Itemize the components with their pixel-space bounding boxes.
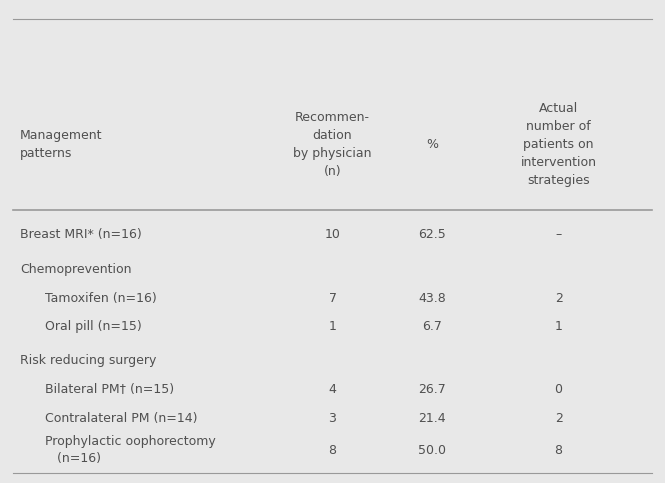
Text: –: – bbox=[555, 228, 562, 241]
Text: 62.5: 62.5 bbox=[418, 228, 446, 241]
Text: 0: 0 bbox=[555, 384, 563, 396]
Text: 21.4: 21.4 bbox=[418, 412, 446, 425]
Text: 10: 10 bbox=[325, 228, 340, 241]
Text: Actual
number of
patients on
intervention
strategies: Actual number of patients on interventio… bbox=[521, 102, 597, 187]
Text: Breast MRI* (n=16): Breast MRI* (n=16) bbox=[20, 228, 142, 241]
Text: 1: 1 bbox=[555, 321, 563, 333]
Text: 2: 2 bbox=[555, 412, 563, 425]
Text: Risk reducing surgery: Risk reducing surgery bbox=[20, 355, 156, 367]
Text: 43.8: 43.8 bbox=[418, 292, 446, 304]
Text: 26.7: 26.7 bbox=[418, 384, 446, 396]
Text: Recommen-
dation
by physician
(n): Recommen- dation by physician (n) bbox=[293, 112, 372, 178]
Text: 2: 2 bbox=[555, 292, 563, 304]
Text: 7: 7 bbox=[329, 292, 336, 304]
Text: 8: 8 bbox=[555, 444, 563, 456]
Text: Chemoprevention: Chemoprevention bbox=[20, 263, 132, 275]
Text: Oral pill (n=15): Oral pill (n=15) bbox=[45, 321, 142, 333]
Text: %: % bbox=[426, 139, 438, 151]
Text: 3: 3 bbox=[329, 412, 336, 425]
Text: Bilateral PM† (n=15): Bilateral PM† (n=15) bbox=[45, 384, 174, 396]
Text: 4: 4 bbox=[329, 384, 336, 396]
Text: Prophylactic oophorectomy
   (n=16): Prophylactic oophorectomy (n=16) bbox=[45, 435, 216, 465]
Text: 1: 1 bbox=[329, 321, 336, 333]
Text: Tamoxifen (n=16): Tamoxifen (n=16) bbox=[45, 292, 157, 304]
Text: Management
patterns: Management patterns bbox=[20, 129, 102, 160]
Text: 8: 8 bbox=[329, 444, 336, 456]
Text: 50.0: 50.0 bbox=[418, 444, 446, 456]
Text: 6.7: 6.7 bbox=[422, 321, 442, 333]
Text: Contralateral PM (n=14): Contralateral PM (n=14) bbox=[45, 412, 198, 425]
